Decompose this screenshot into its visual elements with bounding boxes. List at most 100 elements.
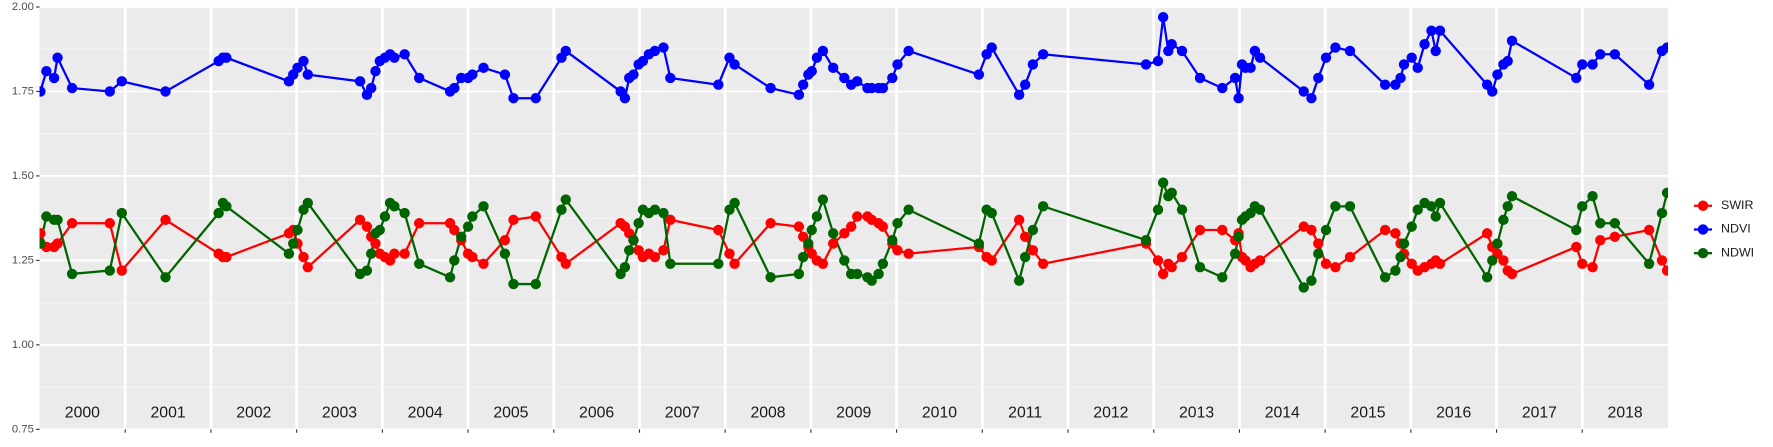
- data-point: [793, 221, 805, 232]
- data-point: [1027, 59, 1039, 70]
- x-tick-label: 2003: [322, 405, 357, 422]
- data-point: [797, 251, 809, 263]
- x-tick-label: 2008: [750, 405, 785, 422]
- data-point: [1344, 251, 1356, 263]
- data-point: [1217, 224, 1228, 236]
- data-point: [803, 238, 814, 249]
- data-point: [1609, 218, 1621, 229]
- data-point: [1344, 45, 1356, 57]
- data-point: [1233, 93, 1244, 104]
- data-point: [478, 201, 489, 212]
- data-point: [1379, 224, 1391, 236]
- data-point: [806, 224, 817, 236]
- data-point: [1506, 191, 1518, 202]
- data-point: [1217, 82, 1228, 94]
- x-tick-label: 2007: [665, 405, 700, 422]
- data-point: [160, 272, 171, 283]
- data-point: [624, 245, 635, 256]
- data-point: [1233, 231, 1244, 242]
- data-point: [1037, 49, 1049, 60]
- data-point: [221, 251, 232, 263]
- data-point: [1313, 248, 1324, 259]
- data-point: [389, 201, 400, 212]
- data-point: [713, 258, 724, 269]
- data-point: [449, 82, 460, 94]
- data-point: [619, 93, 631, 104]
- data-point: [1379, 272, 1391, 283]
- data-point: [1426, 201, 1437, 212]
- data-point: [449, 255, 460, 266]
- data-point: [366, 248, 377, 259]
- data-point: [288, 238, 299, 249]
- data-point: [1019, 79, 1031, 90]
- x-tick-label: 2015: [1350, 405, 1385, 422]
- legend-label: SWIR: [1721, 198, 1753, 212]
- data-point: [354, 214, 366, 226]
- data-point: [354, 76, 366, 87]
- data-point: [1194, 261, 1206, 273]
- data-point: [1406, 52, 1417, 63]
- data-point: [665, 72, 676, 84]
- data-point: [827, 238, 839, 249]
- x-tick-label: 2001: [151, 405, 186, 422]
- data-point: [1419, 38, 1430, 50]
- data-point: [1587, 261, 1598, 273]
- data-point: [1506, 268, 1518, 280]
- data-point: [298, 251, 309, 263]
- data-point: [1406, 221, 1417, 232]
- data-point: [649, 45, 661, 57]
- data-point: [1013, 275, 1025, 286]
- data-point: [1434, 25, 1446, 36]
- data-point: [1390, 228, 1401, 239]
- data-point: [1434, 197, 1446, 209]
- data-point: [1152, 255, 1164, 266]
- data-point: [765, 218, 776, 229]
- data-point: [633, 218, 644, 229]
- y-tick-label: 1.25: [12, 254, 34, 266]
- data-point: [1166, 187, 1177, 199]
- data-point: [116, 265, 127, 276]
- data-point: [1609, 231, 1621, 242]
- x-tick-label: 2012: [1093, 405, 1128, 422]
- data-point: [1330, 201, 1341, 212]
- data-point: [665, 258, 676, 269]
- data-point: [1157, 177, 1169, 188]
- data-point: [1013, 214, 1025, 226]
- x-tick-label: 2011: [1008, 405, 1042, 422]
- y-tick-label: 2.00: [12, 1, 34, 13]
- data-point: [414, 72, 425, 84]
- data-point: [729, 59, 740, 70]
- data-point: [1254, 255, 1266, 266]
- data-point: [765, 272, 776, 283]
- y-tick-label: 0.75: [12, 423, 34, 435]
- legend-label: NDVI: [1721, 222, 1751, 236]
- data-point: [1320, 52, 1332, 63]
- x-tick-label: 2018: [1608, 405, 1643, 422]
- data-point: [389, 248, 400, 259]
- data-point: [827, 62, 839, 74]
- data-point: [903, 248, 914, 259]
- data-point: [628, 69, 639, 80]
- data-point: [1502, 201, 1513, 212]
- data-point: [1398, 59, 1410, 70]
- data-point: [221, 201, 232, 212]
- data-point: [1430, 45, 1441, 57]
- data-point: [1217, 272, 1228, 283]
- data-point: [851, 268, 863, 280]
- data-point: [973, 69, 985, 80]
- data-point: [370, 66, 381, 77]
- data-point: [1595, 49, 1606, 60]
- data-point: [729, 258, 740, 269]
- data-point: [1176, 251, 1188, 263]
- data-point: [1481, 272, 1493, 283]
- data-point: [765, 82, 776, 94]
- data-point: [116, 207, 127, 219]
- data-point: [1412, 62, 1423, 74]
- data-point: [851, 211, 863, 222]
- data-point: [41, 66, 52, 77]
- data-point: [292, 62, 303, 74]
- data-point: [499, 234, 511, 246]
- data-point: [713, 79, 724, 90]
- data-point: [797, 79, 809, 90]
- data-point: [414, 258, 425, 269]
